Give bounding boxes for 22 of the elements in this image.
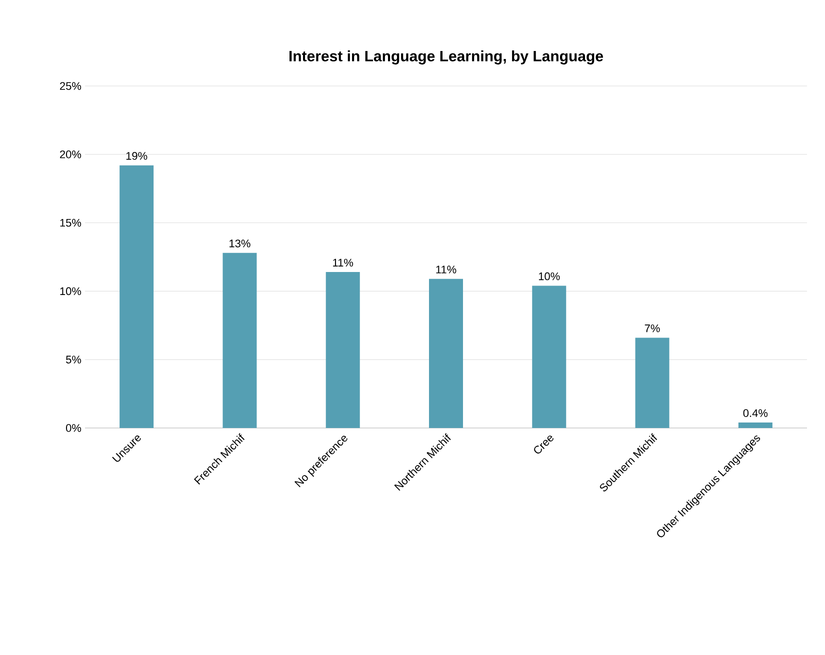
y-tick-label: 0% [66, 424, 82, 432]
data-label: 11% [333, 258, 354, 267]
bar [429, 278, 463, 428]
bar [738, 422, 772, 428]
bar [120, 165, 154, 428]
bar [635, 338, 670, 428]
chart-title: Interest in Language Learning, by Language [289, 50, 604, 64]
y-tick-label: 15% [60, 218, 82, 227]
data-label: 11% [436, 266, 456, 274]
data-label: 7% [644, 324, 660, 332]
bar [222, 252, 257, 428]
y-tick-label: 5% [66, 356, 82, 364]
y-tick-label: 25% [60, 82, 82, 90]
data-label: 0.4% [743, 409, 768, 417]
x-tick-label: Cree [534, 436, 554, 454]
data-label: 13% [230, 240, 250, 248]
bar [532, 286, 566, 428]
data-label: 10% [538, 272, 560, 280]
y-tick-label: 10% [60, 287, 82, 296]
bar [326, 272, 360, 428]
y-tick-label: 20% [60, 150, 82, 158]
data-label: 19% [126, 152, 148, 160]
